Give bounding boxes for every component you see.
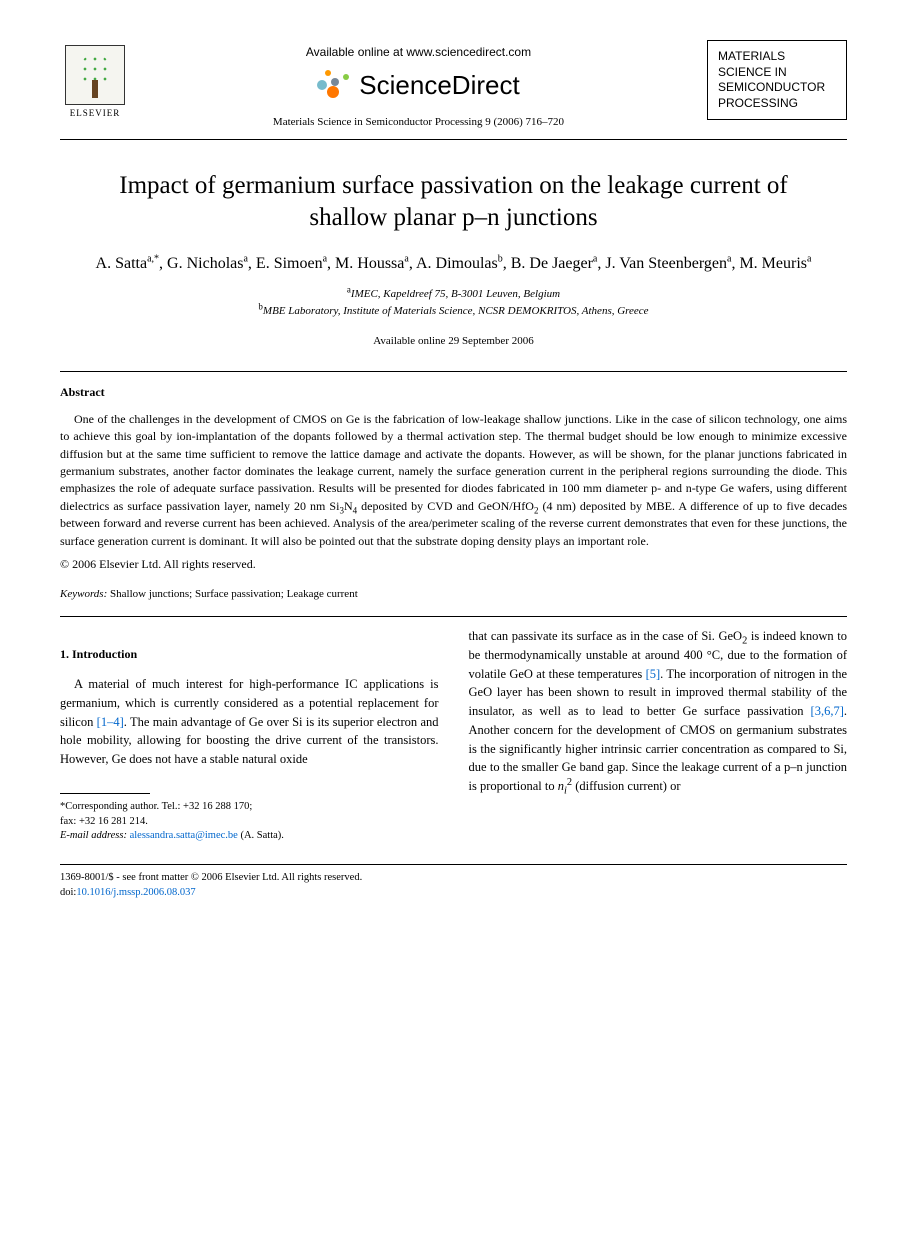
doi-label: doi: bbox=[60, 887, 76, 898]
header-divider bbox=[60, 139, 847, 140]
article-title: Impact of germanium surface passivation … bbox=[100, 170, 807, 235]
footnote-tel: *Corresponding author. Tel.: +32 16 288 … bbox=[60, 800, 439, 815]
keywords-label: Keywords: bbox=[60, 588, 107, 600]
copyright-line: © 2006 Elsevier Ltd. All rights reserved… bbox=[60, 556, 847, 573]
journal-reference: Materials Science in Semiconductor Proce… bbox=[130, 115, 707, 130]
header-center: Available online at www.sciencedirect.co… bbox=[130, 40, 707, 131]
affiliation-a: aIMEC, Kapeldreef 75, B-3001 Leuven, Bel… bbox=[60, 287, 847, 302]
elsevier-logo: ELSEVIER bbox=[60, 40, 130, 120]
abstract-top-divider bbox=[60, 371, 847, 372]
journal-box-line: MATERIALS bbox=[718, 49, 836, 65]
journal-box-line: SEMICONDUCTOR bbox=[718, 80, 836, 96]
corresponding-author-footnote: *Corresponding author. Tel.: +32 16 288 … bbox=[60, 800, 439, 844]
footnote-email-label: E-mail address: bbox=[60, 830, 127, 841]
journal-box-line: SCIENCE IN bbox=[718, 65, 836, 81]
available-online-date: Available online 29 September 2006 bbox=[60, 334, 847, 349]
footnote-email-link[interactable]: alessandra.satta@imec.be bbox=[130, 830, 238, 841]
footer-doi-line: doi:10.1016/j.mssp.2006.08.037 bbox=[60, 886, 847, 901]
left-column: 1. Introduction A material of much inter… bbox=[60, 627, 439, 844]
footnote-fax: fax: +32 16 281 214. bbox=[60, 815, 439, 830]
footer-block: 1369-8001/$ - see front matter © 2006 El… bbox=[60, 871, 847, 900]
section-1-heading: 1. Introduction bbox=[60, 645, 439, 663]
author-list: A. Sattaa,*, G. Nicholasa, E. Simoena, M… bbox=[60, 253, 847, 275]
sciencedirect-icon bbox=[317, 70, 353, 100]
abstract-body: One of the challenges in the development… bbox=[60, 411, 847, 550]
intro-paragraph-left: A material of much interest for high-per… bbox=[60, 675, 439, 769]
ref-link[interactable]: [1–4] bbox=[97, 715, 124, 729]
footnote-divider bbox=[60, 793, 150, 794]
available-online-text: Available online at www.sciencedirect.co… bbox=[130, 44, 707, 61]
footer-divider bbox=[60, 864, 847, 865]
keywords-line: Keywords: Shallow junctions; Surface pas… bbox=[60, 587, 847, 602]
intro-paragraph-right: that can passivate its surface as in the… bbox=[469, 627, 848, 796]
footnote-email-line: E-mail address: alessandra.satta@imec.be… bbox=[60, 829, 439, 844]
journal-title-box: MATERIALS SCIENCE IN SEMICONDUCTOR PROCE… bbox=[707, 40, 847, 120]
elsevier-tree-icon bbox=[65, 45, 125, 105]
keywords-values: Shallow junctions; Surface passivation; … bbox=[107, 588, 357, 600]
doi-link[interactable]: 10.1016/j.mssp.2006.08.037 bbox=[76, 887, 195, 898]
ref-link[interactable]: [3,6,7] bbox=[811, 704, 844, 718]
body-columns: 1. Introduction A material of much inter… bbox=[60, 627, 847, 844]
footer-front-matter: 1369-8001/$ - see front matter © 2006 El… bbox=[60, 871, 847, 886]
right-column: that can passivate its surface as in the… bbox=[469, 627, 848, 844]
abstract-bottom-divider bbox=[60, 616, 847, 617]
footnote-email-tail: (A. Satta). bbox=[238, 830, 284, 841]
sciencedirect-logo: ScienceDirect bbox=[317, 67, 519, 103]
journal-box-line: PROCESSING bbox=[718, 96, 836, 112]
abstract-heading: Abstract bbox=[60, 384, 847, 401]
header-row: ELSEVIER Available online at www.science… bbox=[60, 40, 847, 131]
sciencedirect-text: ScienceDirect bbox=[359, 67, 519, 103]
ref-link[interactable]: [5] bbox=[646, 667, 661, 681]
elsevier-text: ELSEVIER bbox=[70, 107, 121, 120]
affiliation-b: bMBE Laboratory, Institute of Materials … bbox=[60, 304, 847, 319]
